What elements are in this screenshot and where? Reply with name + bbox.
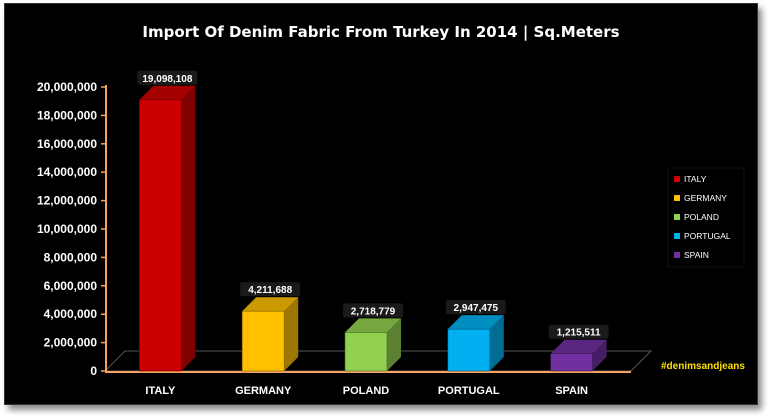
y-tick-label: 16,000,000 [37, 137, 97, 151]
bar-top [345, 318, 401, 333]
x-axis-labels: ITALY GERMANY POLAND PORTUGAL SPAIN [145, 385, 588, 397]
data-label: 2,718,779 [351, 306, 396, 317]
y-tick-label: 20,000,000 [37, 80, 97, 94]
legend-swatch [674, 195, 680, 201]
data-label: 19,098,108 [142, 74, 192, 85]
y-tick-label: 2,000,000 [44, 336, 98, 350]
legend-swatch [674, 252, 680, 258]
bar-top [550, 339, 607, 354]
legend-box [667, 167, 745, 268]
bar-side [387, 318, 401, 371]
legend-swatch [674, 233, 680, 239]
data-label-plate [548, 324, 609, 339]
bar-front [241, 310, 285, 372]
y-tick-label: 0 [90, 364, 97, 378]
x-tick-label: ITALY [145, 385, 176, 397]
legend: ITALY GERMANY POLAND PORTUGAL SPAIN [667, 167, 745, 268]
bar-spain [550, 339, 607, 372]
data-label: 1,215,511 [557, 328, 601, 339]
bar-series [139, 85, 607, 372]
data-label: 4,211,688 [248, 285, 292, 296]
bar-side [284, 297, 299, 371]
legend-swatch [674, 176, 680, 182]
y-tick-label: 18,000,000 [37, 108, 97, 122]
bar-front [344, 332, 388, 372]
legend-label: ITALY [684, 174, 707, 184]
y-tick-label: 14,000,000 [37, 165, 97, 179]
bar-portugal [447, 315, 504, 372]
data-label-plate [445, 300, 506, 315]
watermark-text: #denimsandjeans [661, 361, 745, 372]
data-label-plate [240, 282, 301, 297]
legend-label: POLAND [684, 212, 719, 222]
chart-title: Import Of Denim Fabric From Turkey In 20… [142, 23, 619, 42]
bar-chart: Import Of Denim Fabric From Turkey In 20… [37, 23, 745, 397]
bar-front [139, 99, 182, 372]
y-tick-label: 10,000,000 [37, 222, 97, 236]
legend-label: SPAIN [684, 250, 709, 260]
x-tick-label: SPAIN [555, 385, 588, 397]
bar-front [550, 353, 593, 372]
legend-label: PORTUGAL [684, 231, 731, 241]
data-label: 2,947,475 [454, 303, 499, 314]
bar-poland [344, 318, 401, 372]
bar-side [592, 339, 607, 371]
y-tick-label: 6,000,000 [44, 279, 98, 293]
y-tick-label: 8,000,000 [44, 250, 98, 264]
bar-italy [139, 85, 196, 372]
y-tick-label: 4,000,000 [44, 307, 98, 321]
bar-top [447, 315, 504, 330]
bar-top [242, 297, 299, 312]
y-axis: 0 2,000,000 4,000,000 6,000,000 8,000,000 10,… [37, 80, 631, 378]
bar-front [447, 328, 491, 372]
data-label-plate [137, 70, 198, 85]
data-label-plate [343, 303, 403, 318]
data-labels: 19,098,108 4,211,688 2,718,779 2,947,475 1,2… [137, 70, 609, 339]
chart-frame: Import Of Denim Fabric From Turkey In 20… [4, 3, 758, 405]
bar-top [139, 85, 196, 100]
x-tick-label: GERMANY [235, 385, 292, 397]
bar-side [489, 315, 504, 371]
bar-germany [241, 297, 299, 372]
bar-side [181, 85, 196, 371]
y-tick-label: 12,000,000 [37, 194, 97, 208]
x-tick-label: POLAND [343, 385, 390, 397]
x-tick-label: PORTUGAL [438, 385, 500, 397]
legend-swatch [674, 214, 680, 220]
legend-label: GERMANY [684, 193, 727, 203]
